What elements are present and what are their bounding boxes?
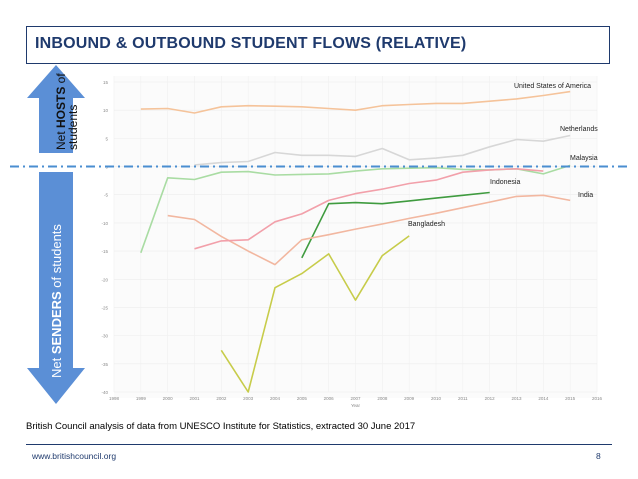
down-arrow-suffix: of students	[49, 224, 64, 288]
series-label-united-states-of-america: United States of America	[514, 83, 591, 90]
down-arrow-label: Net SENDERS of students	[49, 224, 64, 378]
x-tick-label: 2007	[350, 396, 361, 401]
x-tick-label: 2000	[163, 396, 174, 401]
up-arrow-text-line2: students	[66, 105, 80, 150]
series-label-netherlands: Netherlands	[560, 126, 598, 133]
y-tick-label: -25	[101, 305, 108, 310]
axis-ticks: 151050-5-10-15-20-25-30-35-4019981999200…	[101, 80, 602, 408]
x-tick-label: 2005	[297, 396, 308, 401]
x-tick-label: 2002	[216, 396, 227, 401]
down-arrow	[27, 172, 85, 404]
x-tick-label: 1998	[109, 396, 120, 401]
up-arrow-bold: HOSTS	[54, 83, 68, 128]
x-tick-label: 2008	[377, 396, 388, 401]
y-tick-label: 10	[103, 108, 109, 113]
series-label-malaysia: Malaysia	[570, 155, 598, 162]
y-tick-label: -10	[101, 221, 108, 226]
series-line-india	[167, 194, 571, 266]
down-arrow-prefix: Net	[49, 354, 64, 378]
series-line-indonesia	[301, 191, 490, 259]
y-tick-label: -15	[101, 249, 108, 254]
footer-divider	[26, 444, 612, 445]
series-label-india: India	[578, 192, 593, 199]
x-axis-label: Year	[351, 403, 361, 408]
y-tick-label: -20	[101, 277, 108, 282]
up-arrow-prefix: Net	[54, 128, 68, 150]
x-tick-label: 2013	[511, 396, 522, 401]
x-tick-label: 2012	[485, 396, 496, 401]
y-tick-label: -30	[101, 334, 108, 339]
series-line-unlabelled-5	[194, 168, 544, 250]
x-tick-label: 2010	[431, 396, 442, 401]
up-arrow-suffix: of	[54, 73, 68, 84]
source-caption: British Council analysis of data from UN…	[26, 421, 416, 432]
page-number: 8	[596, 451, 601, 461]
up-arrow	[27, 65, 85, 153]
down-arrow-bold: SENDERS	[49, 288, 64, 354]
grid	[113, 76, 598, 393]
series-label-indonesia: Indonesia	[490, 179, 520, 186]
x-tick-label: 2016	[592, 396, 603, 401]
x-tick-label: 1999	[136, 396, 147, 401]
x-tick-label: 2015	[565, 396, 576, 401]
title-box: INBOUND & OUTBOUND STUDENT FLOWS (RELATI…	[26, 26, 610, 64]
x-tick-label: 2004	[270, 396, 281, 401]
x-tick-label: 2006	[324, 396, 335, 401]
chart-area: 151050-5-10-15-20-25-30-35-4019981999200…	[0, 60, 638, 415]
footer-url[interactable]: www.britishcouncil.org	[32, 451, 117, 461]
series-line-netherlands	[194, 134, 571, 166]
line-chart: 151050-5-10-15-20-25-30-35-4019981999200…	[10, 65, 630, 408]
y-tick-label: 5	[105, 136, 108, 141]
y-tick-label: -5	[104, 193, 108, 198]
x-tick-label: 2001	[189, 396, 200, 401]
x-tick-label: 2014	[538, 396, 549, 401]
y-tick-label: 15	[103, 80, 109, 85]
series-labels: United States of America Netherlands Malay…	[408, 83, 598, 228]
slide-title: INBOUND & OUTBOUND STUDENT FLOWS (RELATI…	[35, 35, 467, 52]
series-line-united-states-of-america	[140, 90, 571, 114]
down-arrow-text: Net SENDERS of students	[49, 224, 64, 378]
series-line-bangladesh	[220, 235, 410, 393]
x-tick-label: 2003	[243, 396, 254, 401]
x-tick-label: 2009	[404, 396, 415, 401]
series-label-bangladesh: Bangladesh	[408, 221, 445, 228]
series-lines	[140, 90, 571, 393]
up-arrow-text: Net HOSTS of	[54, 73, 68, 150]
y-tick-label: -35	[101, 362, 108, 367]
y-tick-label: -40	[101, 390, 108, 395]
x-tick-label: 2011	[458, 396, 468, 401]
